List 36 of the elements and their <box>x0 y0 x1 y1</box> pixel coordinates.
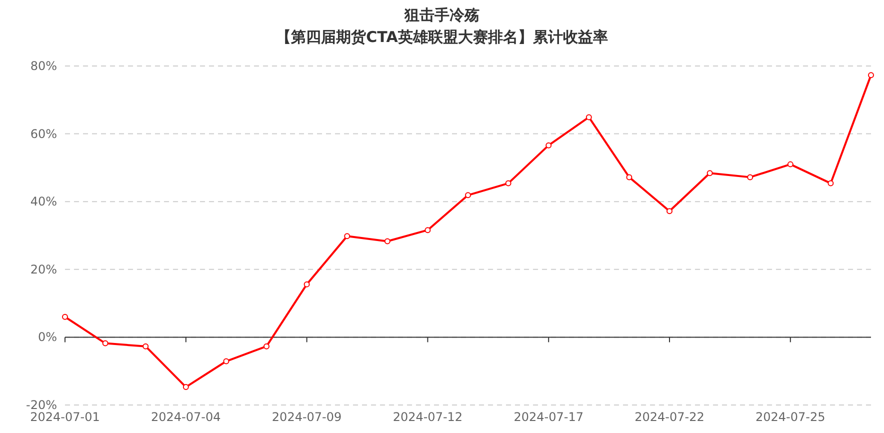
point <box>384 238 390 244</box>
point <box>868 72 874 78</box>
x-tick-label: 2024-07-04 <box>151 410 221 424</box>
point <box>586 114 592 120</box>
point <box>747 174 754 180</box>
point <box>787 161 794 168</box>
point <box>546 142 552 148</box>
y-tick-label: -20% <box>26 398 57 412</box>
y-tick-label: 60% <box>30 126 57 141</box>
y-tick-label: 20% <box>30 262 57 276</box>
point <box>666 208 672 214</box>
x-tick-label: 2024-07-22 <box>634 410 704 424</box>
point <box>465 192 471 198</box>
point <box>304 281 310 288</box>
x-tick-label: 2024-07-12 <box>392 410 463 424</box>
point <box>344 233 350 240</box>
x-tick-label: 2024-07-01 <box>30 410 100 424</box>
x-tick-label: 2024-07-09 <box>272 410 342 424</box>
point <box>102 340 108 346</box>
point <box>182 384 189 390</box>
x-tick-label: 2024-07-17 <box>514 410 584 424</box>
point <box>424 227 431 234</box>
point <box>626 174 632 180</box>
point <box>142 343 149 350</box>
y-tick-label: 0% <box>38 330 57 344</box>
point <box>828 180 834 186</box>
y-tick-label: 40% <box>30 194 57 209</box>
y-tick-label: 80% <box>30 59 57 73</box>
x-tick-label: 2024-07-25 <box>756 410 826 424</box>
point <box>706 170 713 176</box>
point <box>62 314 68 320</box>
point <box>505 180 512 186</box>
point <box>223 358 230 364</box>
point <box>264 343 270 350</box>
chart-subtitle: 【第四届期货CTA英雄联盟大赛排名】累计收益率 <box>276 28 608 46</box>
chart-title: 狙击手冷殇 <box>404 6 480 24</box>
